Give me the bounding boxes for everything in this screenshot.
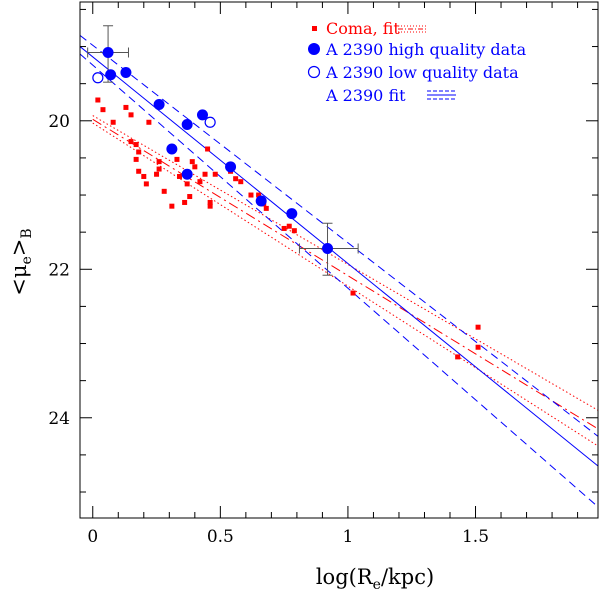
legend-a2390-fit-label: A 2390 fit <box>325 86 406 105</box>
y-axis-label-close: > <box>7 239 31 257</box>
coma-point-25 <box>197 179 203 185</box>
coma-point-3 <box>123 104 129 110</box>
coma-point-20 <box>182 199 188 205</box>
fit-line-4 <box>80 35 598 437</box>
coma-point-23 <box>189 159 195 165</box>
coma-point-12 <box>146 119 152 125</box>
coma-point-1 <box>100 107 106 113</box>
coma-point-21 <box>184 181 190 187</box>
fit-lines-layer <box>80 35 598 508</box>
coma-point-14 <box>154 171 160 177</box>
fit-line-0 <box>92 118 598 430</box>
coma-point-33 <box>238 179 244 185</box>
a2390-high-point-3 <box>153 98 165 110</box>
coma-point-32 <box>233 176 239 182</box>
legend-coma-label: Coma, fit <box>326 19 400 38</box>
coma-point-19 <box>177 173 183 179</box>
a2390-high-point-10 <box>286 208 298 220</box>
legend-high-quality-label: A 2390 high quality data <box>325 40 527 59</box>
x-tick-label-0: 0 <box>87 527 98 547</box>
a2390-high-point-7 <box>196 109 208 121</box>
legend: Coma, fit A 2390 high quality data A 239… <box>307 19 527 105</box>
coma-point-2 <box>110 119 116 125</box>
coma-point-29 <box>207 203 213 209</box>
coma-point-30 <box>212 171 218 177</box>
coma-point-7 <box>136 149 142 155</box>
legend-entry-high-quality: A 2390 high quality data <box>308 40 527 59</box>
coma-point-39 <box>286 223 292 229</box>
a2390-low-point-1 <box>204 116 216 128</box>
coma-point-9 <box>136 168 142 174</box>
a2390-low-point-0 <box>92 72 104 84</box>
x-axis-label: log(Re/kpc) <box>316 565 434 592</box>
a2390-high-point-9 <box>255 195 267 207</box>
coma-point-34 <box>248 192 254 198</box>
coma-point-37 <box>263 205 269 211</box>
coma-point-40 <box>291 228 297 234</box>
legend-filled-circle-icon <box>308 43 320 55</box>
coma-point-41 <box>350 290 356 296</box>
a2390-high-point-4 <box>166 143 178 155</box>
coma-point-24 <box>192 164 198 170</box>
y-tick-label-1: 22 <box>48 260 70 280</box>
coma-point-0 <box>95 97 101 103</box>
x-tick-label-2: 1 <box>343 527 354 547</box>
coma-point-27 <box>205 146 211 152</box>
coma-point-4 <box>128 112 134 118</box>
fit-line-2 <box>92 122 598 447</box>
x-axis-label-main: log(R <box>316 565 374 589</box>
axis-ticks-layer: 0 0.5 1 1.5 20 22 24 <box>48 2 598 547</box>
coma-point-26 <box>202 171 208 177</box>
legend-low-quality-label: A 2390 low quality data <box>325 63 519 82</box>
a2390-high-point-11 <box>322 242 334 254</box>
coma-point-5 <box>128 139 134 145</box>
plot-frame <box>79 1 599 519</box>
coma-point-38 <box>281 225 287 231</box>
coma-point-18 <box>174 156 180 162</box>
y-axis-label-open: <μ <box>7 264 31 295</box>
coma-point-17 <box>169 203 175 209</box>
x-axis-label-sub: e <box>373 577 381 592</box>
coma-point-22 <box>187 194 193 200</box>
coma-point-6 <box>133 142 139 148</box>
y-tick-label-2: 24 <box>48 409 70 429</box>
coma-point-35 <box>256 192 262 198</box>
x-axis-label-tail: /kpc) <box>381 565 434 589</box>
coma-point-42 <box>455 354 461 360</box>
a2390-high-point-6 <box>181 168 193 180</box>
a2390-high-point-2 <box>120 67 132 79</box>
a2390-high-point-8 <box>225 161 237 173</box>
coma-point-10 <box>141 173 147 179</box>
legend-entry-coma: Coma, fit <box>312 19 427 38</box>
coma-point-43 <box>475 324 481 330</box>
coma-point-15 <box>156 166 162 172</box>
y-tick-label-0: 20 <box>48 112 70 132</box>
coma-point-13 <box>156 159 162 165</box>
a2390-high-point-1 <box>105 69 117 81</box>
y-axis-label-subB: B <box>19 228 35 238</box>
fit-line-3 <box>80 46 598 467</box>
coma-point-44 <box>475 344 481 350</box>
x-tick-label-1: 0.5 <box>207 527 234 547</box>
legend-open-circle-icon <box>307 65 321 79</box>
coma-point-11 <box>143 181 149 187</box>
fit-line-5 <box>80 53 598 508</box>
error-bars-layer <box>87 25 359 276</box>
y-axis-label-sub: e <box>19 256 35 264</box>
legend-entry-a2390-fit: A 2390 fit <box>325 86 456 105</box>
a2390-high-point-0 <box>102 46 114 58</box>
coma-point-28 <box>207 199 213 205</box>
coma-point-16 <box>161 188 167 194</box>
data-points-layer <box>92 46 481 360</box>
y-axis-label: <μe>B <box>7 228 35 295</box>
coma-point-8 <box>133 156 139 162</box>
fit-line-1 <box>92 115 598 411</box>
a2390-high-point-5 <box>181 119 193 131</box>
legend-entry-low-quality: A 2390 low quality data <box>307 63 519 82</box>
legend-coma-square-icon <box>312 26 317 31</box>
x-tick-label-3: 1.5 <box>462 527 489 547</box>
